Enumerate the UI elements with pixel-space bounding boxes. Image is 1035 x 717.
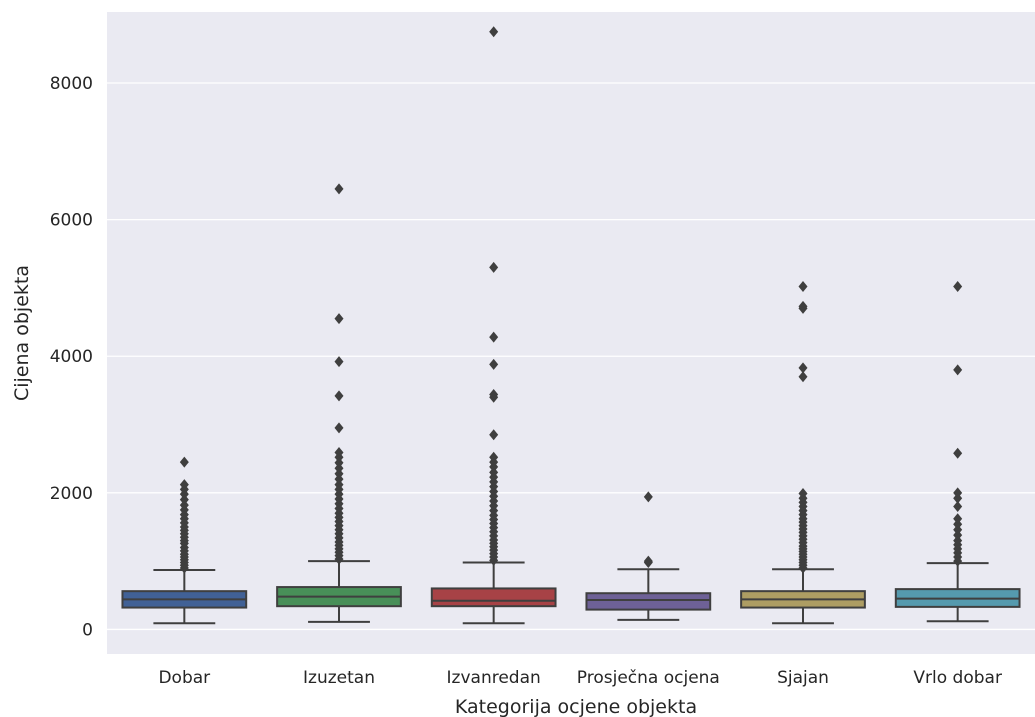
box-izvanredan [430,26,557,625]
outlier-point [798,281,808,293]
y-axis-title: Cijena objekta [11,265,33,401]
outlier-point [489,26,499,38]
box-vrlo-dobar [894,281,1021,623]
outlier-point [334,390,344,402]
outlier-point [489,358,499,370]
outlier-point [798,371,808,383]
x-tick-label: Izvanredan [447,668,541,688]
outlier-point [334,422,344,434]
outlier-point [798,300,808,312]
box-izuzetan [276,183,402,623]
outlier-point [798,488,808,499]
box-dobar [121,456,248,625]
x-tick-label: Prosječna ocjena [577,668,720,688]
y-tick-labels: 0 2000 4000 6000 8000 [50,74,93,640]
outlier-point [489,429,499,441]
x-tick-label: Dobar [158,668,210,688]
y-tick-label: 4000 [50,347,93,367]
outlier-point [953,281,963,293]
outlier-point [953,513,963,525]
y-tick-label: 2000 [50,484,93,504]
outlier-point [953,487,963,499]
x-tick-label: Sjajan [777,668,829,688]
outlier-point [179,479,189,491]
x-tick-label: Vrlo dobar [913,668,1002,688]
y-tick-label: 6000 [50,211,93,231]
outlier-point [798,362,808,374]
outlier-point [643,555,653,567]
y-tick-label: 8000 [50,74,93,94]
x-tick-labels: Dobar Izuzetan Izvanredan Prosječna ocjena S… [158,668,1001,688]
box-sjajan [740,281,866,625]
x-tick-label: Izuzetan [303,668,375,688]
outlier-point [489,261,499,273]
outlier-point [489,451,499,463]
outlier-point [953,447,963,459]
plot-background [107,12,1035,654]
x-axis-title: Kategorija ocjene objekta [455,696,697,717]
outlier-point [643,491,653,503]
outlier-point [334,356,344,368]
y-tick-label: 0 [82,620,93,640]
outlier-point [489,331,499,343]
iqr-box [430,587,557,608]
outlier-point [334,183,344,195]
y-gridlines [107,82,1035,631]
outlier-point [953,364,963,376]
outlier-point [953,500,963,512]
iqr-box [585,592,712,611]
outlier-point [334,447,344,459]
outlier-point [489,388,499,400]
outlier-point [179,456,189,468]
boxes-group [121,26,1021,625]
outlier-point [334,313,344,325]
box-prosječna-ocjena [585,491,712,621]
